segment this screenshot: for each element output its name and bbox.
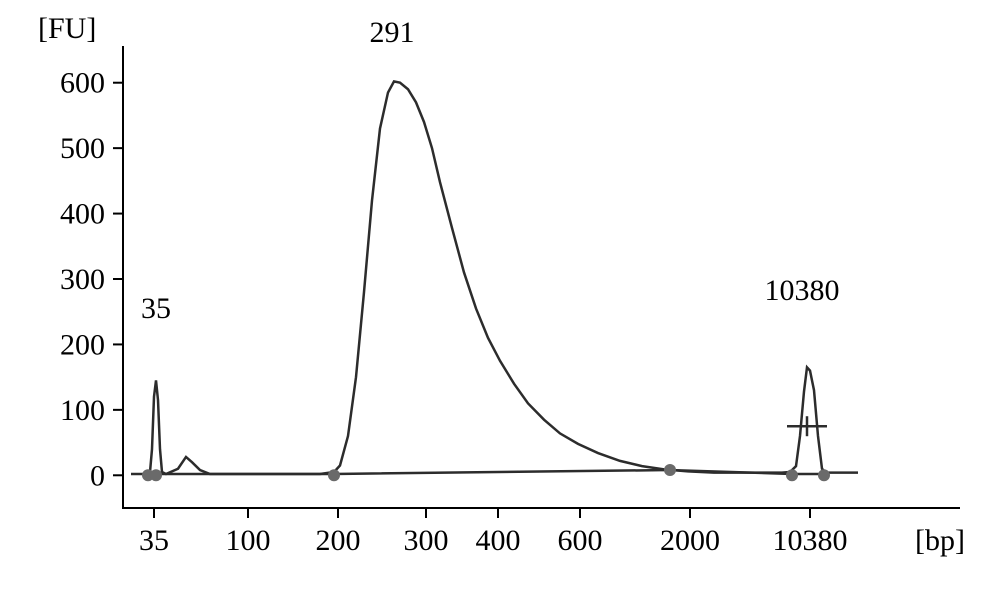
y-tick-label: 500: [60, 132, 105, 165]
chart-container: 0 100 200 300 400 500 600 [FU] 35 100 200 300 400 600…: [0, 0, 1000, 608]
y-tick-label: 100: [60, 394, 105, 427]
electropherogram-chart: 0 100 200 300 400 500 600 [FU] 35 100 200 300 400 600…: [0, 0, 1000, 608]
baseline-marker: [818, 469, 830, 481]
x-tick-label: 35: [139, 524, 169, 557]
x-tick-label: 10380: [773, 524, 848, 557]
baseline-marker: [328, 469, 340, 481]
baseline-marker: [786, 469, 798, 481]
x-tick-label: 2000: [660, 524, 720, 557]
x-tick-label: 200: [316, 524, 361, 557]
y-tick-label: 300: [60, 263, 105, 296]
baseline-marker: [150, 469, 162, 481]
peak-label: 291: [370, 16, 415, 49]
y-tick-label: 400: [60, 198, 105, 231]
x-axis-label: [bp]: [915, 524, 965, 557]
peak-label: 35: [141, 292, 171, 325]
baseline-marker: [664, 464, 676, 476]
y-axis-label: [FU]: [38, 12, 96, 45]
x-tick-label: 100: [226, 524, 271, 557]
trace-curve: [131, 81, 858, 474]
y-tick-label: 0: [90, 459, 105, 492]
y-tick-label: 200: [60, 328, 105, 361]
x-tick-label: 400: [476, 524, 521, 557]
x-tick-label: 600: [558, 524, 603, 557]
peak-label: 10380: [765, 274, 840, 307]
y-tick-label: 600: [60, 67, 105, 100]
x-tick-label: 300: [404, 524, 449, 557]
